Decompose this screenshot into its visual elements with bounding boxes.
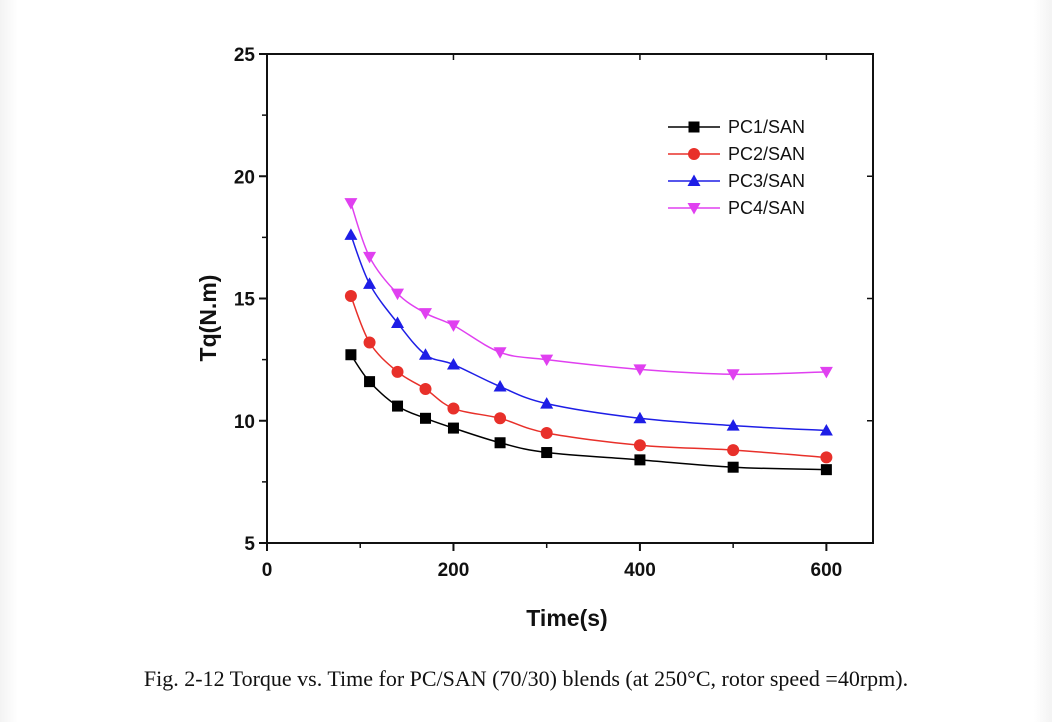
y-tick-label: 10	[234, 412, 255, 433]
data-point	[391, 365, 404, 378]
data-point	[447, 402, 460, 415]
x-tick-label: 600	[811, 560, 843, 581]
data-point	[541, 447, 553, 459]
x-tick-label: 200	[438, 560, 470, 581]
page-shadow-left	[0, 0, 18, 722]
data-point	[419, 412, 431, 424]
data-point	[820, 464, 832, 476]
data-point	[391, 288, 405, 301]
data-point	[493, 380, 507, 392]
data-point	[418, 308, 432, 320]
data-point	[819, 424, 833, 436]
legend-marker	[688, 148, 700, 160]
data-point	[634, 454, 646, 466]
y-axis-title: Tq(N.m)	[195, 275, 221, 362]
data-point	[633, 439, 646, 452]
y-tick-label: 20	[234, 167, 255, 188]
legend-label: PC3/SAN	[728, 171, 805, 191]
data-point	[494, 412, 507, 425]
y-tick-label: 5	[244, 534, 255, 555]
data-point	[363, 251, 377, 264]
data-point	[344, 290, 357, 303]
data-point	[363, 336, 376, 349]
page-shadow-right	[1034, 0, 1052, 722]
legend-item: PC4/SAN	[668, 198, 805, 218]
x-tick-label: 400	[624, 560, 656, 581]
legend-item: PC1/SAN	[668, 117, 805, 137]
data-point	[391, 316, 405, 328]
legend-item: PC2/SAN	[668, 144, 805, 164]
legend-marker	[687, 203, 701, 215]
data-point	[726, 369, 740, 381]
y-tick-label: 15	[234, 290, 256, 311]
series-pc1-san	[345, 349, 832, 476]
data-point	[494, 437, 506, 449]
data-point	[344, 228, 358, 240]
x-tick-label: 0	[262, 560, 273, 581]
data-point	[447, 422, 459, 434]
legend-label: PC2/SAN	[728, 144, 805, 164]
figure-caption: Fig. 2-12 Torque vs. Time for PC/SAN (70…	[143, 666, 909, 691]
data-point	[493, 347, 507, 359]
y-tick-label: 25	[234, 45, 256, 66]
series-pc2-san	[344, 290, 833, 464]
series-pc3-san	[344, 228, 833, 436]
series-line	[350, 354, 827, 471]
legend-label: PC4/SAN	[728, 198, 805, 218]
series-line	[350, 202, 827, 376]
series-line	[350, 234, 827, 432]
torque-chart: 5 10 15 20 25 0 200 400 600 PC1/SAN PC2/SAN PC3/SA…	[195, 45, 874, 631]
data-point	[540, 354, 554, 367]
data-point	[540, 426, 553, 439]
data-point	[345, 349, 357, 361]
data-point	[344, 198, 358, 210]
legend: PC1/SAN PC2/SAN PC3/SAN PC4/SAN	[668, 117, 805, 218]
legend-marker	[687, 174, 701, 186]
data-point	[418, 348, 432, 360]
data-point	[392, 400, 404, 412]
series-line	[350, 295, 827, 459]
data-point	[540, 397, 554, 409]
series-layer	[344, 198, 833, 476]
data-point	[446, 320, 460, 332]
data-point	[633, 364, 647, 376]
data-point	[363, 277, 377, 289]
legend-marker	[688, 121, 700, 133]
series-pc4-san	[344, 198, 833, 381]
data-point	[727, 461, 739, 473]
data-point	[633, 411, 647, 424]
data-point	[727, 444, 740, 457]
legend-label: PC1/SAN	[728, 117, 805, 137]
data-point	[819, 366, 833, 379]
data-point	[419, 382, 432, 395]
x-axis-title: Time(s)	[526, 605, 607, 631]
data-point	[820, 451, 833, 464]
data-point	[364, 376, 376, 388]
data-point	[446, 358, 460, 370]
axis-ticks: 5 10 15 20 25 0 200 400 600	[234, 45, 873, 581]
legend-item: PC3/SAN	[668, 171, 805, 191]
data-point	[726, 419, 740, 431]
